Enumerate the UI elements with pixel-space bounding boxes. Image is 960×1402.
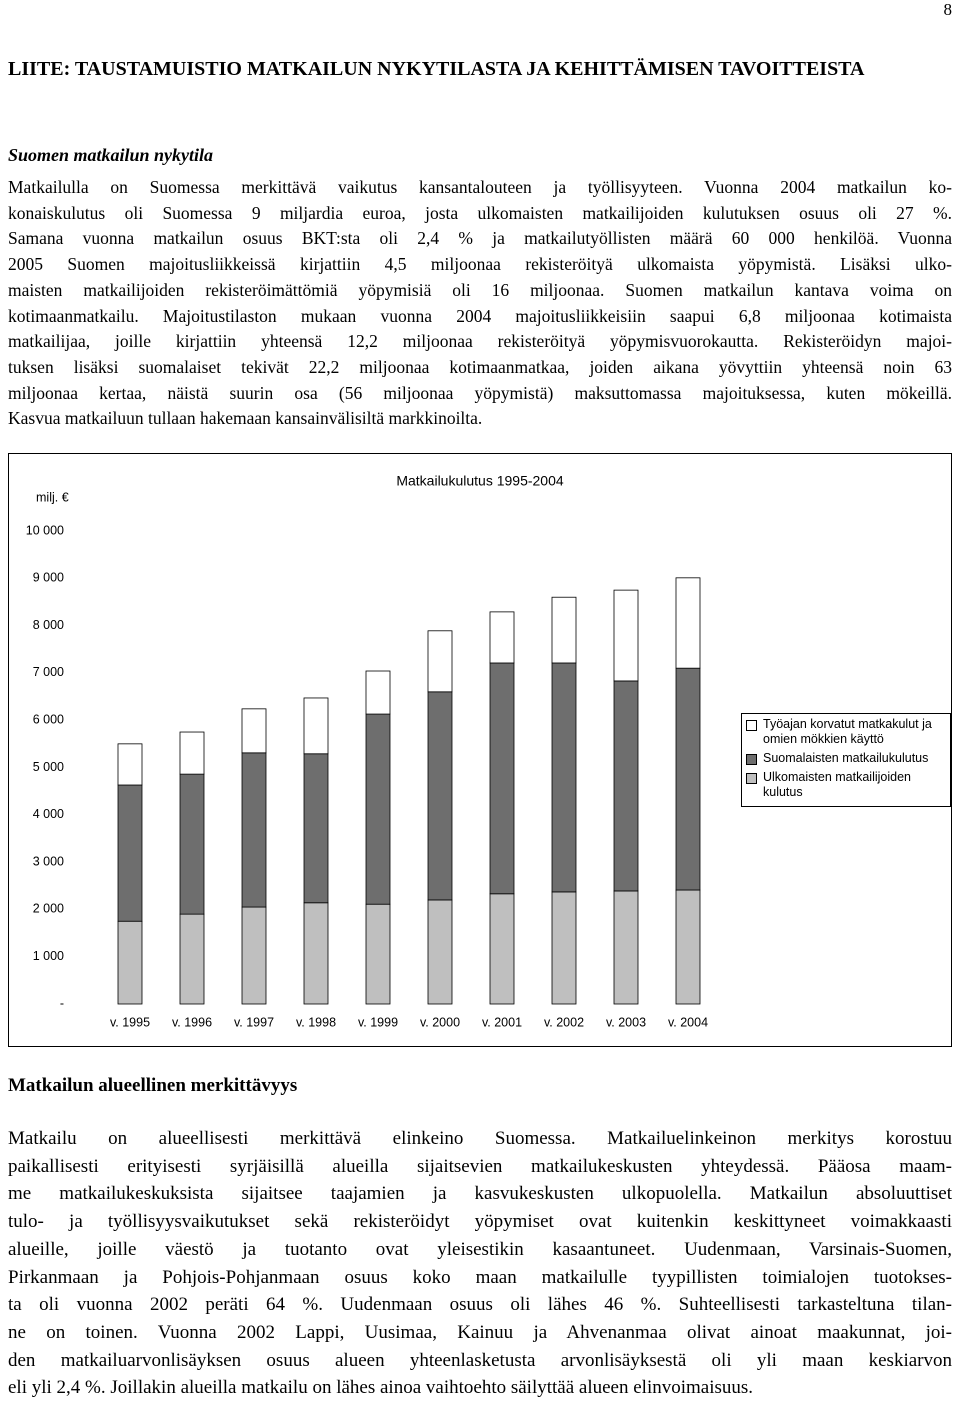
y-tick-label: 7 000 (33, 665, 64, 679)
y-tick-label: 1 000 (33, 949, 64, 963)
chart: Matkailukulutus 1995-2004 milj. € - 1 000… (26, 473, 708, 1030)
x-tick-label: v. 1996 (172, 1015, 212, 1029)
y-tick-label: - (60, 996, 64, 1010)
text-line: tuksen lisäksi suomalaiset tekivät 22,2 … (8, 356, 952, 377)
text-line: me matkailukeskuksista sijaitsee taajami… (8, 1183, 952, 1205)
bar-segment (613, 890, 639, 1005)
bar-segment (427, 630, 453, 693)
legend-label: Ulkomaisten matkailijoiden kulutus (763, 770, 911, 799)
legend-label: Suomalaisten matkailukulutus (763, 751, 929, 765)
y-tick-label: 8 000 (33, 618, 64, 632)
legend-label: Työajan korvatut matkakulut ja omien mök… (763, 717, 932, 746)
text-line: den matkailuarvonlisäyksen osuus alueen … (8, 1349, 952, 1371)
chart-frame: Matkailukulutus 1995-2004 milj. € - 1 000… (8, 453, 952, 1047)
x-tick-label: v. 2004 (668, 1015, 708, 1029)
bar-segment (551, 891, 577, 1005)
bar-segment (613, 589, 639, 682)
bar-segment (365, 670, 391, 715)
y-tick-label: 4 000 (33, 807, 64, 821)
bar-segment (117, 920, 143, 1005)
bar-segment (241, 752, 267, 908)
legend-item: Suomalaisten matkailukulutus (746, 751, 946, 766)
bar-segment (613, 680, 639, 892)
text-line: alueille, joille väestö ja tuotanto ovat… (8, 1238, 952, 1260)
bar-segment (427, 691, 453, 901)
legend-item: Työajan korvatut matkakulut ja omien mök… (746, 717, 946, 747)
bar-segment (675, 889, 701, 1005)
page-number: 8 (943, 0, 953, 19)
text-line: kotimaanmatkailu. Majoitustilaston mukaa… (8, 305, 952, 326)
text-line: paikallisesti erityisesti syrjäisillä al… (8, 1155, 952, 1177)
y-tick-label: 6 000 (33, 712, 64, 726)
section-heading: Matkailun alueellinen merkittävyys (8, 1075, 298, 1096)
x-tick-label: v. 2000 (420, 1015, 460, 1029)
x-tick-label: v. 1999 (358, 1015, 398, 1029)
legend-swatch (746, 720, 757, 731)
bar-segment (303, 753, 329, 904)
bar-segment (179, 731, 205, 775)
legend: Työajan korvatut matkakulut ja omien mök… (741, 713, 951, 807)
bar-segment (551, 596, 577, 664)
bar-segment (117, 743, 143, 786)
y-tick-label: 5 000 (33, 760, 64, 774)
x-tick-label: v. 2003 (606, 1015, 646, 1029)
bar-segment (551, 662, 577, 893)
y-axis-unit: milj. € (36, 490, 69, 504)
y-tick-label: 3 000 (33, 854, 64, 868)
y-tick-label: 9 000 (33, 571, 64, 585)
text-line: maisten matkailijoiden rekisteröimättömi… (8, 279, 952, 300)
text-line: eli yli 2,4 %. Joillakin alueilla matkai… (8, 1377, 754, 1399)
bar-segment (117, 784, 143, 922)
chart-title: Matkailukulutus 1995-2004 (396, 473, 564, 489)
bar-segment (675, 667, 701, 891)
text-line: Kasvua matkailuun tullaan hakemaan kansa… (8, 408, 483, 429)
x-tick-label: v. 2001 (482, 1015, 522, 1029)
text-line: miljoonaa kertaa, näistä suurin osa (56 … (8, 382, 952, 403)
x-tick-label: v. 1997 (234, 1015, 274, 1029)
text-line: 2005 Suomen majoitusliikkeissä kirjattii… (8, 254, 952, 275)
bar-segment (427, 899, 453, 1005)
bar-segment (179, 773, 205, 915)
text-line: konaiskulutus oli Suomessa 9 miljardia e… (8, 202, 952, 223)
bar-segment (365, 903, 391, 1005)
paragraph: Matkailu on alueellisesti merkittävä eli… (8, 1125, 952, 1402)
legend-swatch (746, 773, 757, 784)
section-heading: Suomen matkailun nykytila (8, 145, 214, 165)
x-tick-label: v. 2002 (544, 1015, 584, 1029)
page-title: LIITE: TAUSTAMUISTIO MATKAILUN NYKYTILAS… (8, 58, 865, 80)
bar-segment (489, 893, 515, 1005)
text-line: Samana vuonna matkailun osuus BKT:sta ol… (8, 228, 952, 249)
legend-swatch (746, 754, 757, 765)
bar-segment (179, 913, 205, 1005)
paragraph: Matkailulla on Suomessa merkittävä vaiku… (8, 175, 952, 432)
bar-segment (489, 662, 515, 895)
y-tick-label: 2 000 (33, 902, 64, 916)
bar-segment (365, 713, 391, 905)
bar-segment (303, 902, 329, 1005)
text-line: Matkailu on alueellisesti merkittävä eli… (8, 1128, 952, 1149)
legend-item: Ulkomaisten matkailijoiden kulutus (746, 770, 946, 800)
bar-segment (241, 708, 267, 754)
text-line: ne on toinen. Vuonna 2002 Lappi, Uusimaa… (8, 1321, 952, 1343)
bar-segment (489, 611, 515, 664)
x-tick-label: v. 1995 (110, 1015, 150, 1029)
y-tick-label: 10 000 (26, 523, 64, 537)
bar-segment (675, 577, 701, 669)
text-line: Pirkanmaan ja Pohjois-Pohjanmaan osuus k… (8, 1266, 952, 1288)
text-line: tulo- ja työllisyysvaikutukset sekä reki… (8, 1211, 952, 1233)
bar-segment (241, 906, 267, 1005)
x-tick-label: v. 1998 (296, 1015, 336, 1029)
text-line: ta oli vuonna 2002 peräti 64 %. Uudenmaa… (8, 1294, 952, 1316)
bar-segment (303, 697, 329, 755)
text-line: Matkailulla on Suomessa merkittävä vaiku… (8, 177, 952, 197)
text-line: matkailijaa, joille kirjattiin yhteensä … (8, 331, 952, 352)
